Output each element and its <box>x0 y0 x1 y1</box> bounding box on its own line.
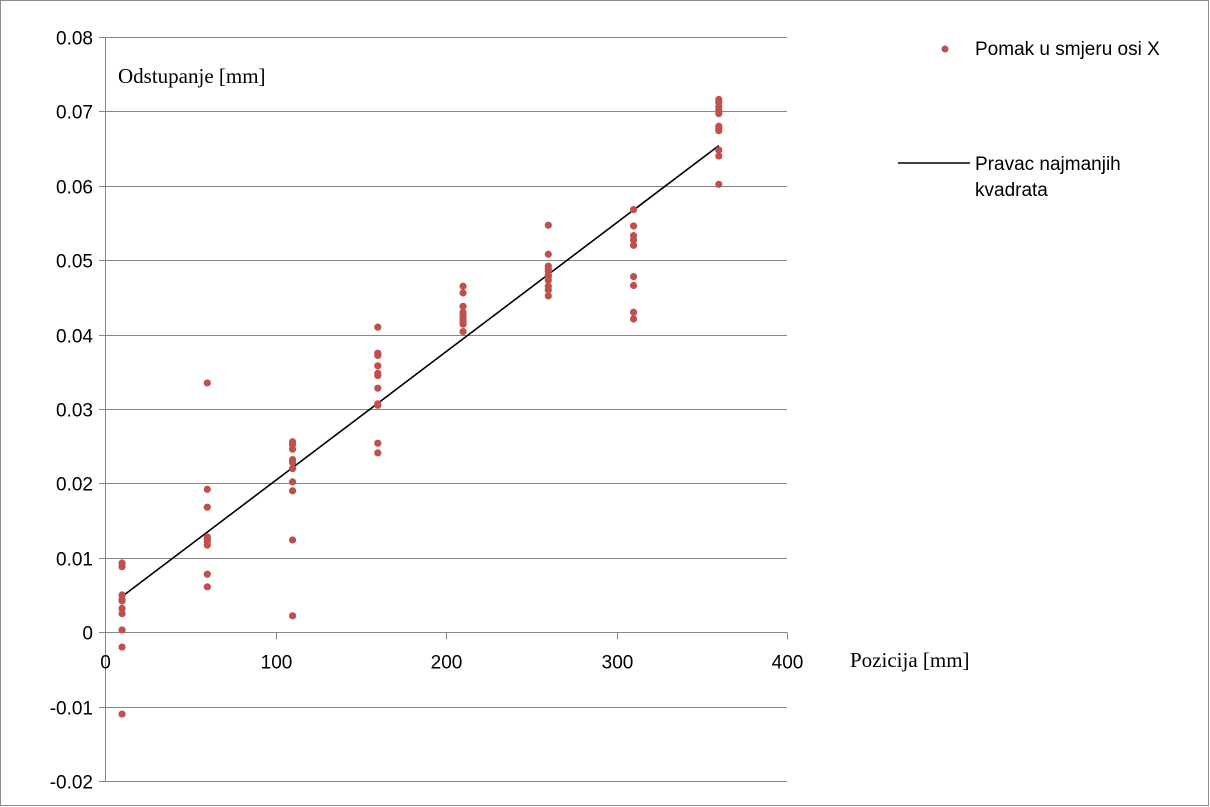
data-point <box>374 362 382 370</box>
data-point <box>288 458 297 467</box>
data-point <box>288 536 297 544</box>
legend-label-line-1: Pravac najmanjih <box>975 154 1121 175</box>
legend-marker-scatter <box>941 45 949 53</box>
data-point <box>715 110 723 118</box>
data-point <box>715 127 723 135</box>
data-point <box>288 478 297 486</box>
data-point <box>459 289 467 297</box>
legend-label-scatter: Pomak u smjeru osi X <box>975 39 1160 60</box>
data-point <box>459 320 467 328</box>
tick-labels: -0.02 -0.01 0 0.01 0.02 0.03 0.04 0.05 0.06 0.07 0… <box>50 29 804 794</box>
x-tick-label: 400 <box>772 653 804 674</box>
least-squares-line <box>121 144 720 598</box>
data-point <box>203 541 211 549</box>
y-tick-label: 0.03 <box>56 401 93 422</box>
data-point <box>288 487 297 495</box>
data-point <box>715 180 723 188</box>
data-point <box>203 583 211 591</box>
data-point <box>629 315 638 323</box>
legend-label-line-2: kvadrata <box>975 180 1048 201</box>
data-point <box>118 563 126 571</box>
y-tick-label: -0.02 <box>50 773 93 794</box>
y-axis-label: Odstupanje [mm] <box>118 64 266 88</box>
data-point <box>203 379 211 387</box>
data-point <box>544 286 552 294</box>
data-point <box>203 570 211 578</box>
legend-entry-scatter: Pomak u smjeru osi X <box>941 39 1160 60</box>
data-point <box>544 250 552 258</box>
data-point <box>544 221 552 229</box>
x-tick-label: 0 <box>100 653 111 674</box>
data-point <box>629 281 638 290</box>
legend: Pomak u smjeru osi X Pravac najmanjih kv… <box>898 39 1160 201</box>
data-point <box>715 152 723 160</box>
x-axis-label: Pozicija [mm] <box>850 648 970 672</box>
data-point <box>203 503 211 511</box>
x-tick-label: 100 <box>261 653 293 674</box>
y-tick-label: 0.04 <box>56 327 93 348</box>
y-tick-label: 0.01 <box>56 550 93 571</box>
y-tick-label: -0.01 <box>50 699 93 720</box>
axes <box>99 37 788 782</box>
data-point <box>629 308 638 316</box>
data-point <box>374 371 382 380</box>
data-point <box>118 610 126 618</box>
data-point <box>629 236 638 244</box>
data-point <box>288 612 297 620</box>
data-point <box>544 276 552 284</box>
data-point <box>118 710 126 718</box>
data-point <box>374 449 382 457</box>
y-tick-label: 0.02 <box>56 475 93 496</box>
data-point <box>629 241 638 249</box>
data-point <box>374 439 382 447</box>
data-point <box>715 146 723 154</box>
data-point <box>544 292 552 300</box>
data-point <box>459 302 467 310</box>
data-point <box>374 351 382 360</box>
legend-label-line: Pravac najmanjih kvadrata <box>975 154 1126 201</box>
y-tick-label: 0 <box>82 624 93 645</box>
data-point <box>629 272 638 281</box>
y-tick-label: 0.06 <box>56 178 93 199</box>
data-point <box>459 328 467 336</box>
data-point <box>374 401 382 409</box>
x-tick-label: 300 <box>602 653 634 674</box>
data-point <box>459 282 467 290</box>
data-point <box>118 604 126 612</box>
y-tick-label: 0.08 <box>56 29 93 50</box>
data-point <box>629 222 638 230</box>
gridlines <box>105 37 787 782</box>
scatter-points <box>118 95 723 718</box>
data-point <box>288 464 297 473</box>
data-point <box>374 384 382 392</box>
data-point <box>118 597 126 605</box>
data-point <box>374 323 382 331</box>
data-point <box>118 626 126 634</box>
y-tick-label: 0.05 <box>56 252 93 273</box>
data-point <box>288 445 297 453</box>
data-point <box>629 206 638 214</box>
y-tick-label: 0.07 <box>56 103 93 124</box>
data-point <box>203 485 211 493</box>
legend-entry-line: Pravac najmanjih kvadrata <box>898 154 1126 201</box>
fit-line-layer <box>121 144 720 598</box>
x-tick-label: 200 <box>431 653 463 674</box>
data-point <box>118 643 126 651</box>
